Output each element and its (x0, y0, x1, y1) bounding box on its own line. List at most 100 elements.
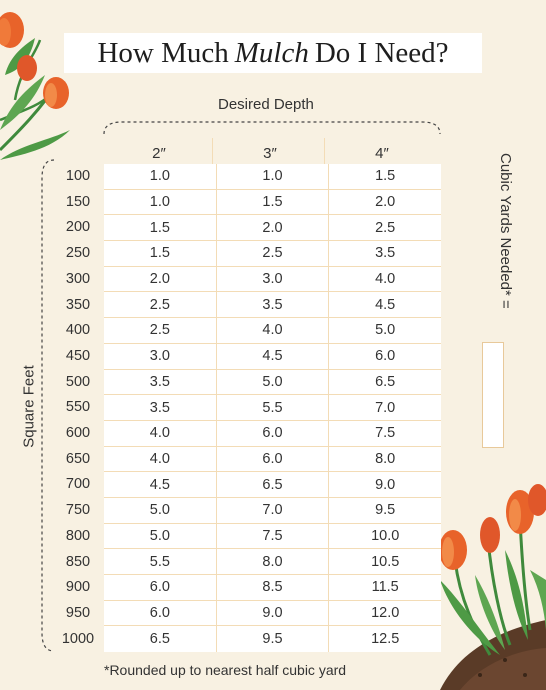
square-feet-bracket (41, 159, 55, 652)
table-cell: 3.0 (149, 348, 170, 365)
table-cell: 6.0 (149, 579, 170, 596)
column-header-4in: 4″ (375, 145, 389, 162)
table-cell: 2.5 (328, 215, 441, 241)
table-cell: 8.0 (328, 446, 441, 472)
table-cell: 2.0 (215, 215, 329, 241)
table-cell: 6.0 (149, 605, 170, 622)
table-cell: 10.5 (328, 549, 441, 574)
table-cell: 1.5 (149, 219, 170, 236)
square-feet-value: 150 (65, 193, 91, 210)
table-cell: 1.0 (149, 168, 170, 185)
table-cell: 2.5 (215, 241, 329, 266)
table-cell: 9.0 (215, 600, 329, 626)
table-row: 2.5 3.5 4.5 (104, 292, 441, 319)
table-cell: 5.0 (149, 502, 170, 519)
table-cell: 10.0 (328, 523, 441, 549)
square-feet-value: 200 (65, 219, 91, 236)
square-feet-value: 650 (65, 450, 91, 467)
table-row: 6.5 9.5 12.5 (104, 626, 441, 653)
table-cell: 2.5 (149, 296, 170, 313)
table-cell: 7.0 (328, 395, 441, 420)
table-row: 5.0 7.5 10.0 (104, 523, 441, 550)
cubic-yards-label: Cubic Yards Needed* = (497, 153, 514, 309)
table-cell: 2.5 (149, 322, 170, 339)
table-row: 3.0 4.5 6.0 (104, 343, 441, 370)
page-title: How Much Mulch Do I Need? (64, 33, 482, 73)
table-row: 4.0 6.0 7.5 (104, 420, 441, 447)
header-dividers (104, 138, 441, 164)
table-cell: 1.5 (149, 245, 170, 262)
table-cell: 12.0 (328, 600, 441, 626)
table-row: 5.5 8.0 10.5 (104, 549, 441, 575)
table-cell: 8.0 (215, 549, 329, 574)
column-header-2in: 2″ (152, 145, 166, 162)
table-cell: 5.0 (328, 318, 441, 343)
square-feet-value: 100 (65, 168, 91, 184)
table-row: 3.5 5.5 7.0 (104, 395, 441, 421)
square-feet-value: 250 (65, 245, 91, 262)
title-before: How Much (97, 36, 229, 69)
table-row: 1.5 2.5 3.5 (104, 241, 441, 267)
square-feet-label: Square Feet (20, 365, 38, 448)
square-feet-value: 800 (65, 527, 91, 544)
square-feet-value: 400 (65, 322, 91, 339)
table-cell: 7.0 (215, 497, 329, 523)
table-row: 1.0 1.5 2.0 (104, 189, 441, 216)
table-cell: 8.5 (215, 575, 329, 600)
depth-bracket (103, 121, 441, 135)
table-cell: 1.5 (215, 189, 329, 215)
table-row: 3.5 5.0 6.5 (104, 369, 441, 396)
table-row: 1.0 1.0 1.5 (104, 164, 441, 190)
table-cell: 6.5 (149, 631, 170, 648)
square-feet-value: 900 (65, 579, 91, 596)
table-cell: 7.5 (328, 420, 441, 446)
table-cell: 7.5 (215, 523, 329, 549)
table-cell: 3.5 (215, 292, 329, 318)
table-row: 5.0 7.0 9.5 (104, 497, 441, 524)
square-feet-value: 550 (65, 399, 91, 416)
title-emphasis: Mulch (234, 36, 309, 69)
table-row: 2.0 3.0 4.0 (104, 266, 441, 293)
table-row: 1.5 2.0 2.5 (104, 215, 441, 242)
table-cell: 4.0 (149, 425, 170, 442)
square-feet-value: 350 (65, 296, 91, 313)
table-cell: 6.0 (215, 420, 329, 446)
table-cell: 5.0 (149, 527, 170, 544)
table-cell: 9.0 (328, 472, 441, 497)
title-after: Do I Need? (314, 36, 449, 69)
table-cell: 11.5 (328, 575, 441, 600)
table-cell: 5.5 (215, 395, 329, 420)
table-row: 6.0 8.5 11.5 (104, 575, 441, 601)
table-cell: 2.0 (149, 271, 170, 288)
square-feet-value: 600 (65, 425, 91, 441)
square-feet-value: 950 (65, 604, 91, 621)
cubic-yards-box (482, 342, 504, 448)
table-cell: 1.0 (215, 164, 329, 189)
table-cell: 6.5 (328, 369, 441, 395)
tulips-bottom-right-icon (439, 484, 546, 690)
table-cell: 3.5 (149, 399, 170, 416)
table-cell: 4.5 (328, 292, 441, 318)
table-row: 4.0 6.0 8.0 (104, 446, 441, 473)
table-cell: 3.5 (149, 373, 170, 390)
table-cell: 9.5 (328, 497, 441, 523)
table-cell: 4.0 (149, 450, 170, 467)
table-cell: 9.5 (215, 626, 329, 653)
square-feet-value: 450 (65, 347, 91, 364)
table-cell: 1.0 (149, 194, 170, 211)
square-feet-value: 700 (65, 476, 91, 493)
table-cell: 4.0 (328, 266, 441, 292)
table-row: 4.5 6.5 9.0 (104, 472, 441, 498)
square-feet-value: 300 (65, 270, 91, 287)
table-cell: 4.5 (149, 476, 170, 493)
table-cell: 5.0 (215, 369, 329, 395)
table-cell: 12.5 (328, 626, 441, 653)
table-cell: 6.0 (215, 446, 329, 472)
tulips-top-left-icon (0, 12, 70, 160)
depth-axis-label: Desired Depth (218, 96, 314, 113)
square-feet-value: 850 (65, 553, 91, 570)
table-cell: 5.5 (149, 553, 170, 570)
table-row: 6.0 9.0 12.0 (104, 600, 441, 627)
mulch-table: 1.0 1.0 1.5 1.0 1.5 2.0 1.5 2.0 2.5 1.5 2.5 3.5 2.0 3… (104, 164, 441, 653)
table-cell: 6.0 (328, 343, 441, 369)
